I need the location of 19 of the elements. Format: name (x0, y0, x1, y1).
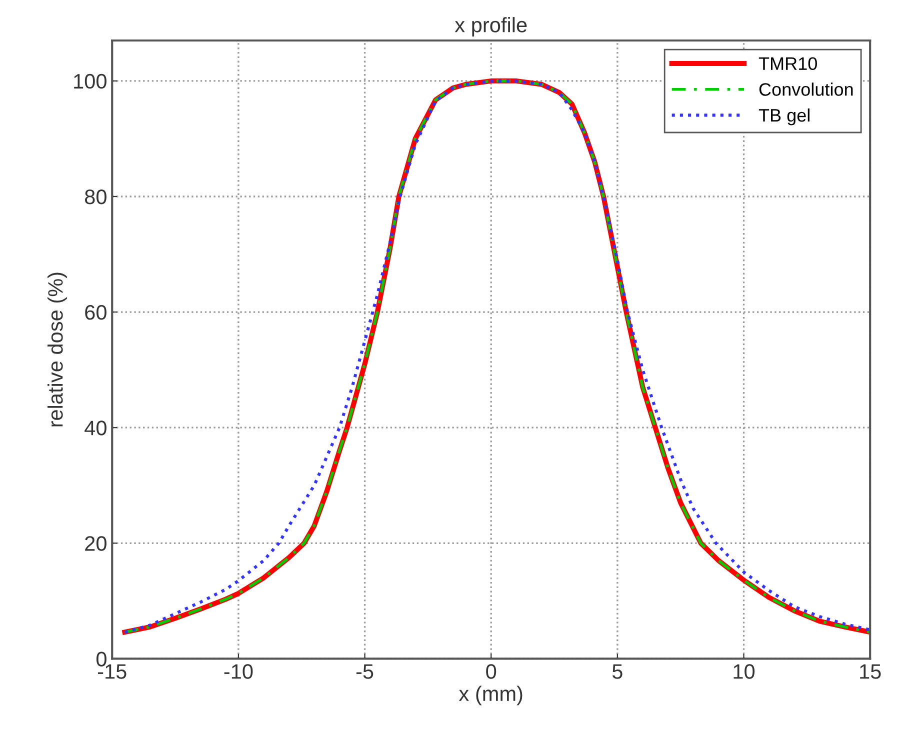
chart-title: x profile (454, 17, 527, 36)
y-tick-label: 100 (74, 74, 106, 89)
x-tick-label: 0 (486, 664, 496, 679)
y-tick-label: 20 (85, 536, 106, 551)
x-tick-label: -10 (224, 664, 253, 679)
y-tick-label: 40 (84, 420, 106, 436)
legend-label: TMR10 (758, 57, 817, 70)
x-tick-label: 15 (860, 664, 881, 679)
x-tick-label: -15 (98, 664, 126, 679)
y-tick-label: 80 (85, 189, 106, 204)
x-tick-label: 10 (734, 664, 755, 679)
y-tick-label: 0 (96, 652, 106, 666)
x-axis-title: x (mm) (458, 686, 522, 706)
legend-label: TB gel (758, 108, 810, 126)
legend-label: Convolution (759, 82, 853, 96)
y-axis-title: relative dose (%) (48, 272, 67, 426)
x-tick-label: 5 (612, 664, 622, 679)
y-tick-label: 60 (85, 305, 106, 320)
x-tick-label: -5 (356, 664, 374, 679)
